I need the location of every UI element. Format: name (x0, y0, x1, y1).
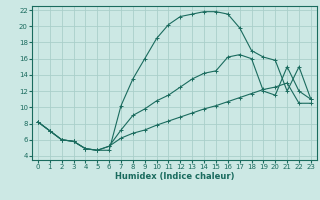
X-axis label: Humidex (Indice chaleur): Humidex (Indice chaleur) (115, 172, 234, 181)
